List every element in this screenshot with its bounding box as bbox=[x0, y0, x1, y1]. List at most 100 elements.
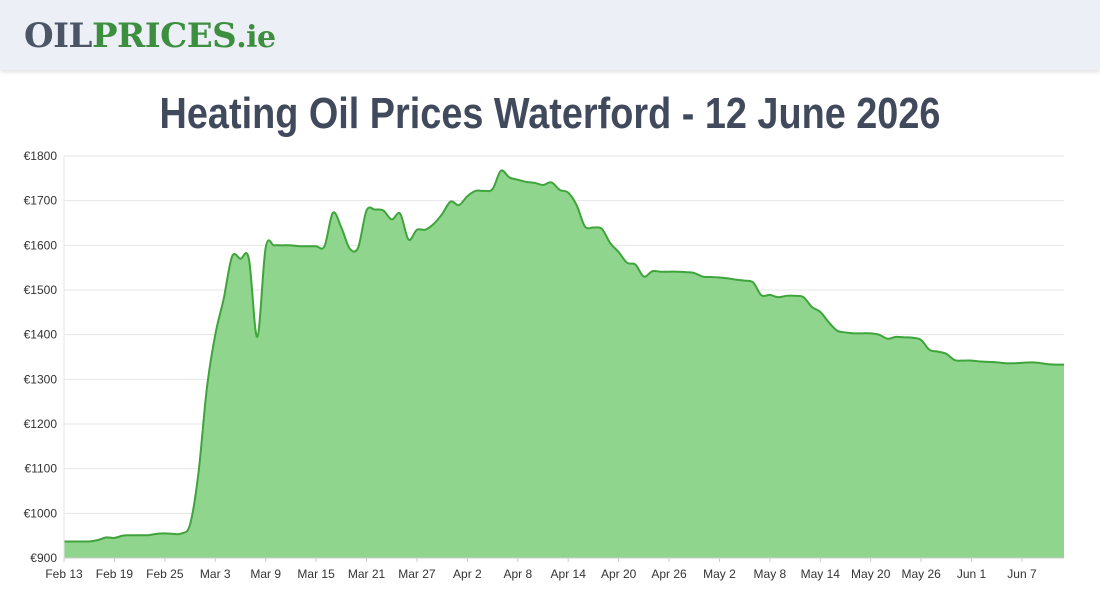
data-point bbox=[893, 334, 899, 340]
x-tick-label: Jun 1 bbox=[957, 567, 987, 581]
data-point bbox=[1002, 360, 1008, 366]
data-point bbox=[767, 292, 773, 298]
x-tick-label: Apr 14 bbox=[551, 567, 587, 581]
data-point bbox=[557, 187, 563, 193]
data-point bbox=[809, 304, 815, 310]
data-point bbox=[221, 296, 227, 302]
data-point bbox=[641, 274, 647, 280]
data-point bbox=[456, 202, 462, 208]
data-point bbox=[540, 182, 546, 188]
site-header: OILPRICES.ie bbox=[0, 0, 1100, 70]
data-point bbox=[481, 188, 487, 194]
data-point bbox=[927, 347, 933, 353]
data-point bbox=[826, 319, 832, 325]
x-tick-label: Mar 21 bbox=[348, 567, 386, 581]
y-tick-label: €1200 bbox=[24, 417, 58, 431]
x-tick-label: Apr 8 bbox=[503, 567, 532, 581]
data-point bbox=[834, 328, 840, 334]
logo-prices-text: PRICES bbox=[91, 16, 237, 56]
data-point bbox=[406, 237, 412, 243]
data-point bbox=[969, 358, 975, 364]
y-tick-label: €1500 bbox=[24, 283, 58, 297]
data-point bbox=[733, 277, 739, 283]
data-point bbox=[204, 385, 210, 391]
data-point bbox=[775, 294, 781, 300]
data-point bbox=[69, 538, 75, 544]
y-tick-label: €1800 bbox=[24, 149, 58, 163]
data-point bbox=[313, 243, 319, 249]
data-point bbox=[153, 531, 159, 537]
data-point bbox=[582, 224, 588, 230]
data-point bbox=[977, 358, 983, 364]
x-tick-label: Mar 9 bbox=[250, 567, 281, 581]
data-point bbox=[364, 207, 370, 213]
x-tick-label: Apr 26 bbox=[651, 567, 687, 581]
x-tick-label: May 8 bbox=[754, 567, 787, 581]
data-point bbox=[801, 294, 807, 300]
data-point bbox=[952, 357, 958, 363]
data-point bbox=[187, 522, 193, 528]
data-point bbox=[885, 336, 891, 342]
y-tick-label: €1100 bbox=[25, 462, 58, 476]
y-tick-label: €1300 bbox=[24, 372, 58, 386]
site-logo[interactable]: OILPRICES.ie bbox=[24, 16, 276, 58]
data-point bbox=[708, 274, 714, 280]
data-point bbox=[347, 245, 353, 251]
data-point bbox=[1061, 362, 1067, 368]
x-tick-label: May 26 bbox=[901, 567, 941, 581]
data-point bbox=[658, 269, 664, 275]
data-point bbox=[590, 224, 596, 230]
data-point bbox=[195, 470, 201, 476]
data-point bbox=[95, 537, 101, 543]
data-point bbox=[229, 254, 235, 260]
logo-ie-text: .ie bbox=[236, 20, 276, 55]
data-point bbox=[901, 334, 907, 340]
data-point bbox=[103, 534, 109, 540]
data-point bbox=[1019, 360, 1025, 366]
x-tick-label: Mar 27 bbox=[398, 567, 436, 581]
data-point bbox=[78, 538, 84, 544]
data-point bbox=[490, 186, 496, 192]
data-point bbox=[792, 293, 798, 299]
data-point bbox=[758, 292, 764, 298]
data-point bbox=[380, 207, 386, 213]
price-area bbox=[64, 170, 1064, 558]
data-point bbox=[876, 332, 882, 338]
data-point bbox=[263, 245, 269, 251]
data-point bbox=[994, 359, 1000, 365]
data-point bbox=[910, 335, 916, 341]
data-point bbox=[246, 256, 252, 262]
data-point bbox=[1027, 359, 1033, 365]
x-tick-label: Mar 3 bbox=[200, 567, 231, 581]
data-point bbox=[498, 168, 504, 174]
data-point bbox=[716, 274, 722, 280]
data-point bbox=[960, 358, 966, 364]
data-point bbox=[372, 207, 378, 213]
data-point bbox=[817, 309, 823, 315]
data-point bbox=[700, 274, 706, 280]
x-tick-label: Apr 20 bbox=[601, 567, 637, 581]
x-tick-label: Mar 15 bbox=[297, 567, 335, 581]
data-point bbox=[1044, 361, 1050, 367]
data-point bbox=[607, 240, 613, 246]
logo-oil-text: OIL bbox=[24, 16, 92, 56]
data-point bbox=[237, 256, 243, 262]
data-point bbox=[851, 330, 857, 336]
x-tick-label: Feb 25 bbox=[146, 567, 184, 581]
data-point bbox=[170, 531, 176, 537]
data-point bbox=[918, 337, 924, 343]
data-point bbox=[565, 190, 571, 196]
data-point bbox=[624, 260, 630, 266]
page-title: Heating Oil Prices Waterford - 12 June 2… bbox=[159, 89, 941, 138]
data-point bbox=[515, 177, 521, 183]
data-point bbox=[506, 174, 512, 180]
data-point bbox=[120, 533, 126, 539]
data-point bbox=[1053, 362, 1059, 368]
data-point bbox=[414, 227, 420, 233]
data-point bbox=[750, 279, 756, 285]
data-point bbox=[212, 332, 218, 338]
data-point bbox=[691, 270, 697, 276]
data-point bbox=[448, 199, 454, 205]
data-point bbox=[784, 293, 790, 299]
